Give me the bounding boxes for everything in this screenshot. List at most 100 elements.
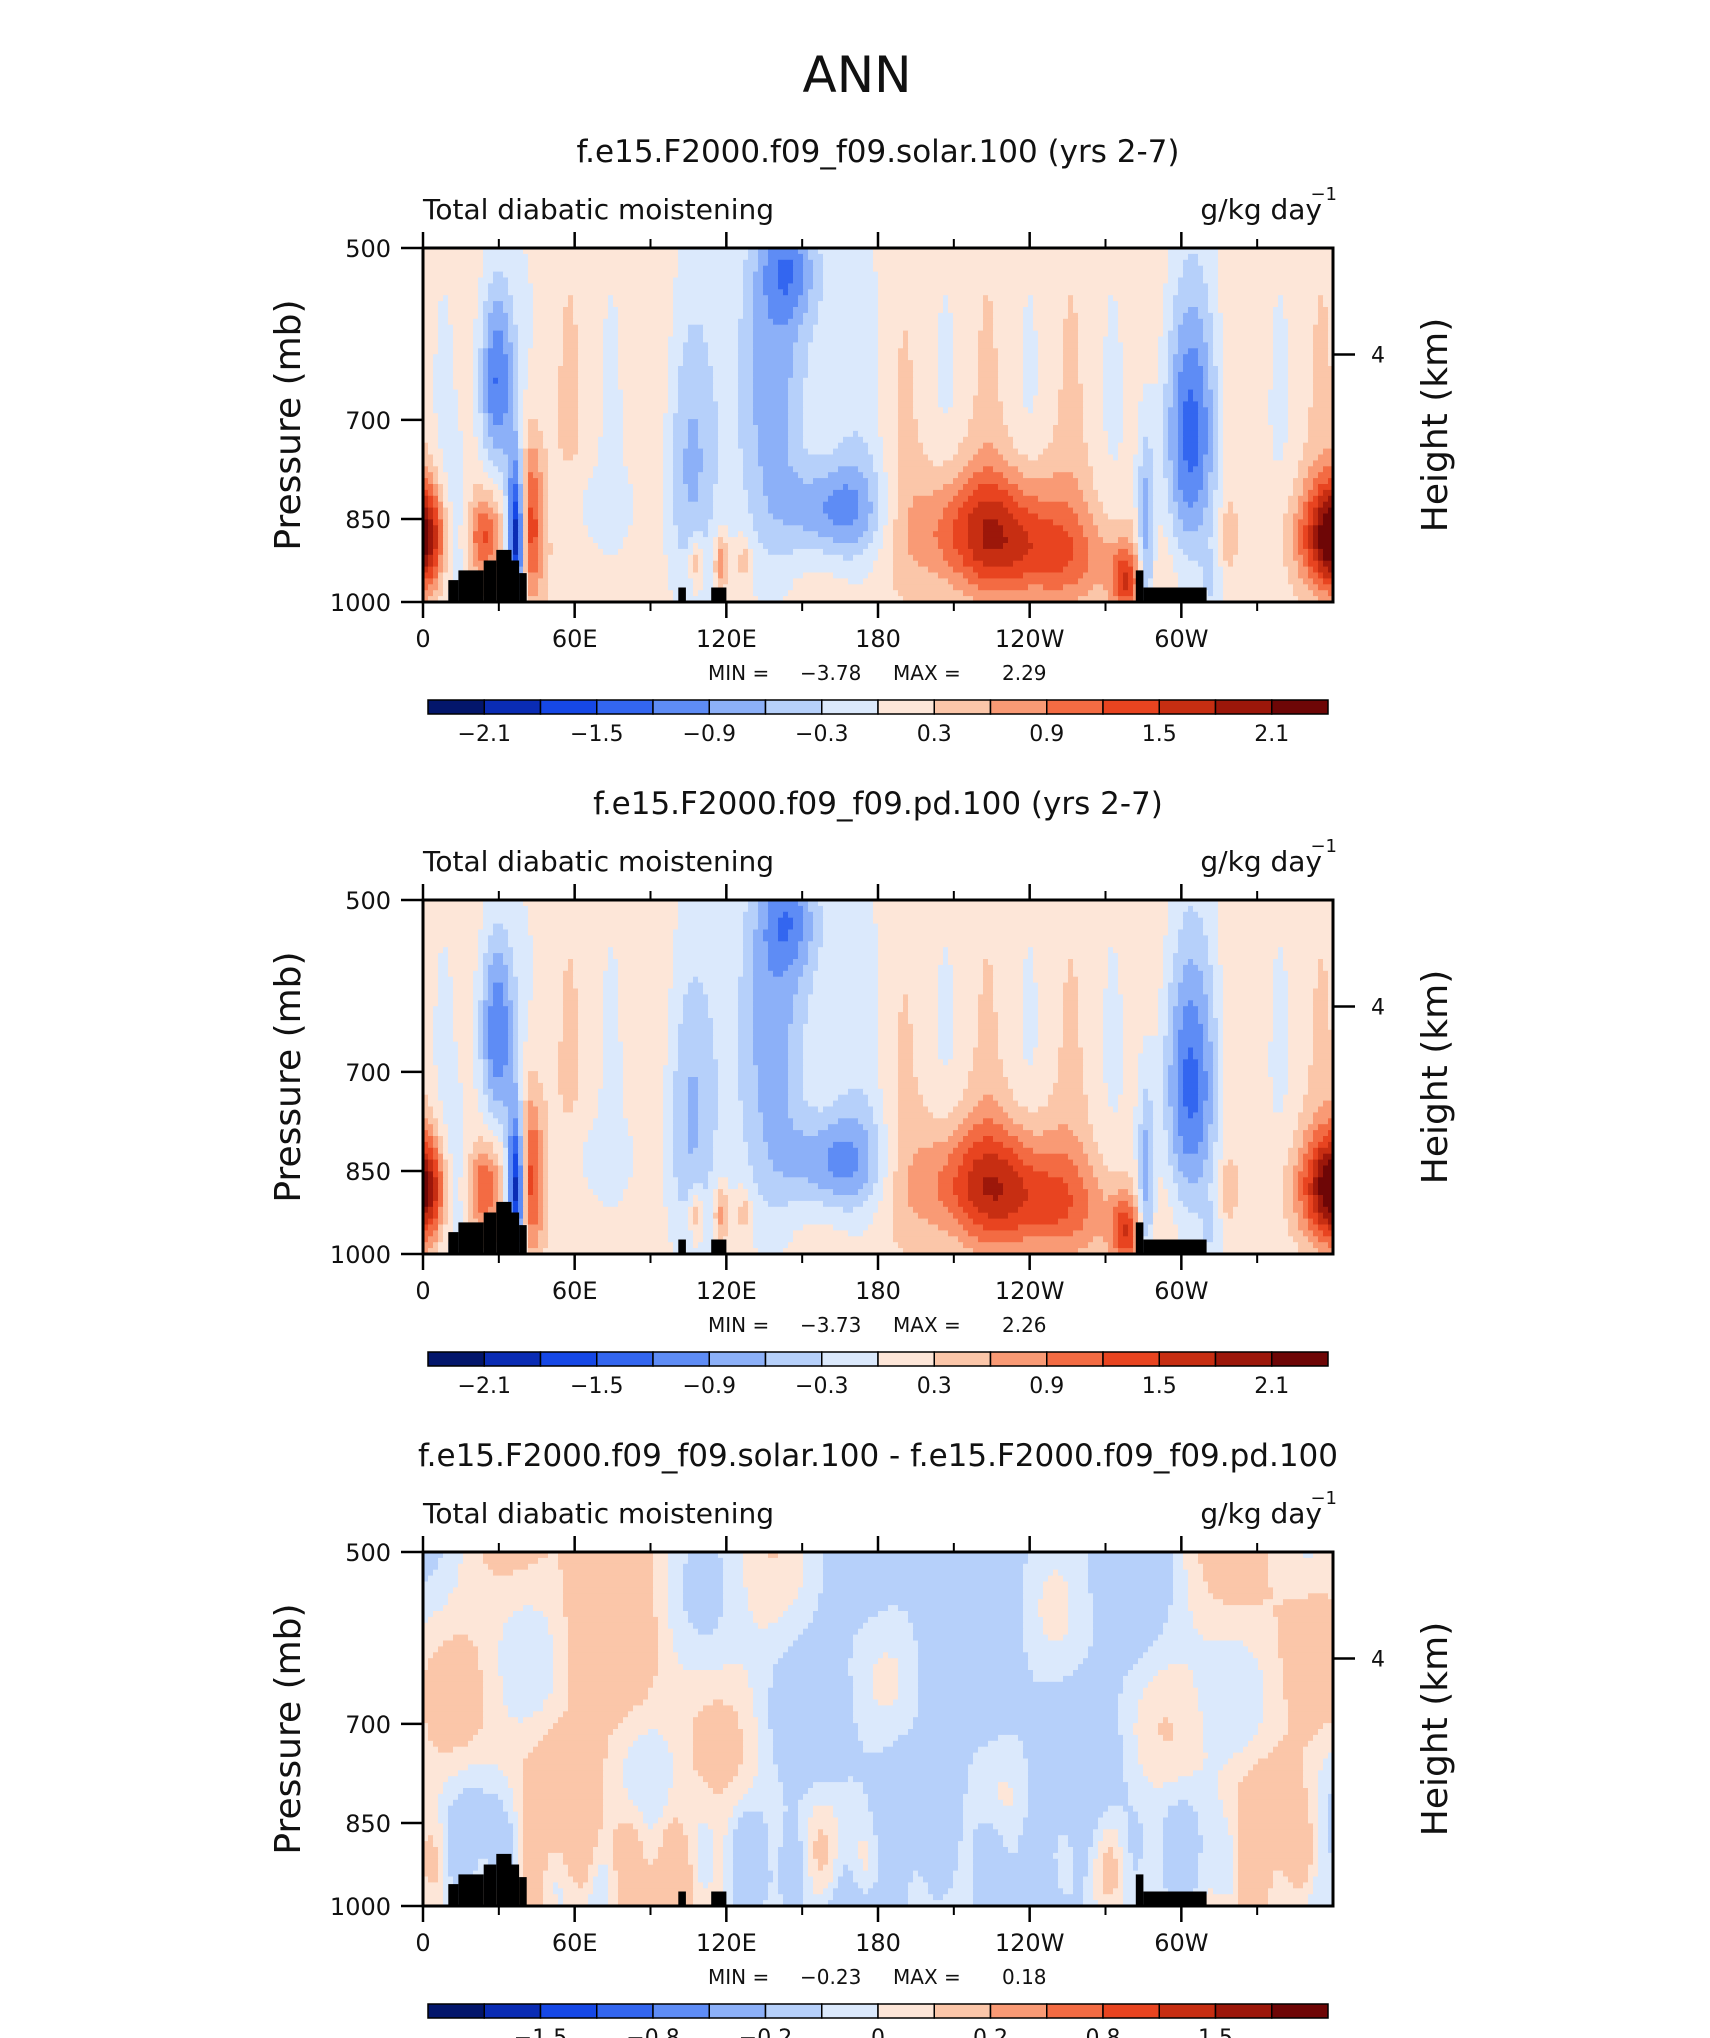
field-cell bbox=[793, 959, 809, 966]
field-cell bbox=[893, 543, 909, 550]
field-cell bbox=[1298, 501, 1304, 509]
field-cell bbox=[433, 389, 459, 397]
field-cell bbox=[1213, 389, 1219, 397]
field-cell bbox=[938, 389, 954, 397]
field-cell bbox=[1153, 1112, 1164, 1119]
field-cell bbox=[1168, 377, 1174, 385]
field-cell bbox=[978, 389, 999, 397]
field-cell bbox=[713, 1023, 739, 1031]
field-cell bbox=[508, 472, 514, 479]
field-cell bbox=[878, 301, 944, 308]
field-cell bbox=[488, 1059, 494, 1066]
field-cell bbox=[533, 1177, 539, 1184]
field-cell bbox=[963, 1153, 984, 1161]
field-cell bbox=[533, 537, 539, 544]
field-cell bbox=[753, 1171, 784, 1178]
field-cell bbox=[803, 271, 814, 279]
field-cell bbox=[508, 1018, 514, 1025]
field-cell bbox=[1113, 590, 1119, 597]
field-cell bbox=[488, 1082, 519, 1090]
field-cell bbox=[1208, 478, 1219, 485]
field-cell bbox=[533, 976, 564, 984]
field-cell bbox=[808, 342, 879, 349]
field-cell bbox=[993, 1136, 1019, 1143]
field-cell bbox=[1138, 531, 1144, 538]
field-cell bbox=[543, 484, 549, 491]
field-cell bbox=[913, 501, 949, 509]
field-cell bbox=[1168, 436, 1179, 444]
field-cell bbox=[993, 466, 1019, 473]
field-cell bbox=[503, 525, 509, 532]
field-cell bbox=[483, 988, 489, 995]
field-cell bbox=[548, 1141, 584, 1149]
field-cell bbox=[788, 1035, 804, 1043]
field-cell bbox=[508, 1130, 514, 1137]
field-cell bbox=[1303, 513, 1309, 520]
field-cell bbox=[1088, 1159, 1104, 1167]
field-cell bbox=[778, 271, 794, 279]
field-cell bbox=[523, 566, 529, 574]
field-cell bbox=[518, 537, 524, 544]
field-cell bbox=[1208, 1006, 1214, 1013]
field-cell bbox=[1203, 330, 1214, 338]
field-cell bbox=[983, 1118, 994, 1125]
field-cell bbox=[738, 1006, 754, 1013]
field-cell bbox=[1293, 513, 1304, 520]
field-cell bbox=[743, 289, 754, 296]
field-cell bbox=[1038, 366, 1064, 373]
field-cell bbox=[808, 1012, 879, 1019]
field-cell bbox=[738, 442, 759, 450]
field-cell bbox=[1198, 442, 1209, 450]
field-cell bbox=[1018, 501, 1069, 509]
field-cell bbox=[698, 419, 719, 426]
field-cell bbox=[1223, 1041, 1269, 1049]
field-cell bbox=[423, 484, 434, 491]
field-cell bbox=[898, 1029, 914, 1037]
field-cell bbox=[753, 318, 774, 326]
field-cell bbox=[523, 466, 529, 473]
field-cell bbox=[853, 554, 879, 562]
field-cell bbox=[503, 1071, 514, 1078]
field-cell bbox=[543, 1165, 549, 1172]
field-cell bbox=[1293, 478, 1304, 485]
field-cell bbox=[483, 342, 489, 349]
field-cell bbox=[738, 419, 754, 426]
field-cell bbox=[1168, 248, 1219, 255]
field-cell bbox=[1223, 342, 1274, 349]
field-cell bbox=[513, 1035, 519, 1043]
field-cell bbox=[978, 1023, 999, 1031]
field-cell bbox=[1178, 336, 1204, 343]
field-cell bbox=[803, 1077, 879, 1084]
field-cell bbox=[673, 484, 689, 491]
field-cell bbox=[753, 1029, 789, 1037]
field-cell bbox=[1033, 953, 1109, 960]
field-cell bbox=[978, 1100, 999, 1108]
field-cell bbox=[508, 495, 514, 503]
field-cell bbox=[1303, 501, 1309, 509]
field-cell bbox=[1218, 295, 1279, 302]
field-cell bbox=[453, 537, 459, 544]
field-cell bbox=[623, 425, 664, 432]
field-cell bbox=[673, 448, 684, 456]
field-cell bbox=[428, 1183, 434, 1190]
field-cell bbox=[423, 271, 484, 279]
field-cell bbox=[603, 377, 619, 385]
field-cell bbox=[1163, 283, 1179, 290]
field-cell bbox=[523, 1082, 529, 1090]
field-cell bbox=[528, 911, 679, 919]
field-cell bbox=[753, 513, 774, 520]
field-cell bbox=[978, 1012, 999, 1019]
field-cell bbox=[1103, 1065, 1124, 1072]
field-cell bbox=[868, 484, 879, 491]
field-cell bbox=[898, 460, 934, 467]
field-cell bbox=[1148, 495, 1154, 503]
field-cell bbox=[898, 1053, 914, 1060]
field-cell bbox=[878, 1012, 899, 1019]
field-cell bbox=[483, 905, 529, 913]
field-cell bbox=[1073, 554, 1089, 562]
field-cell bbox=[1213, 1153, 1224, 1161]
field-cell bbox=[1148, 513, 1154, 520]
field-cell bbox=[1308, 1077, 1334, 1084]
field-cell bbox=[673, 312, 744, 320]
field-cell bbox=[1178, 484, 1204, 491]
